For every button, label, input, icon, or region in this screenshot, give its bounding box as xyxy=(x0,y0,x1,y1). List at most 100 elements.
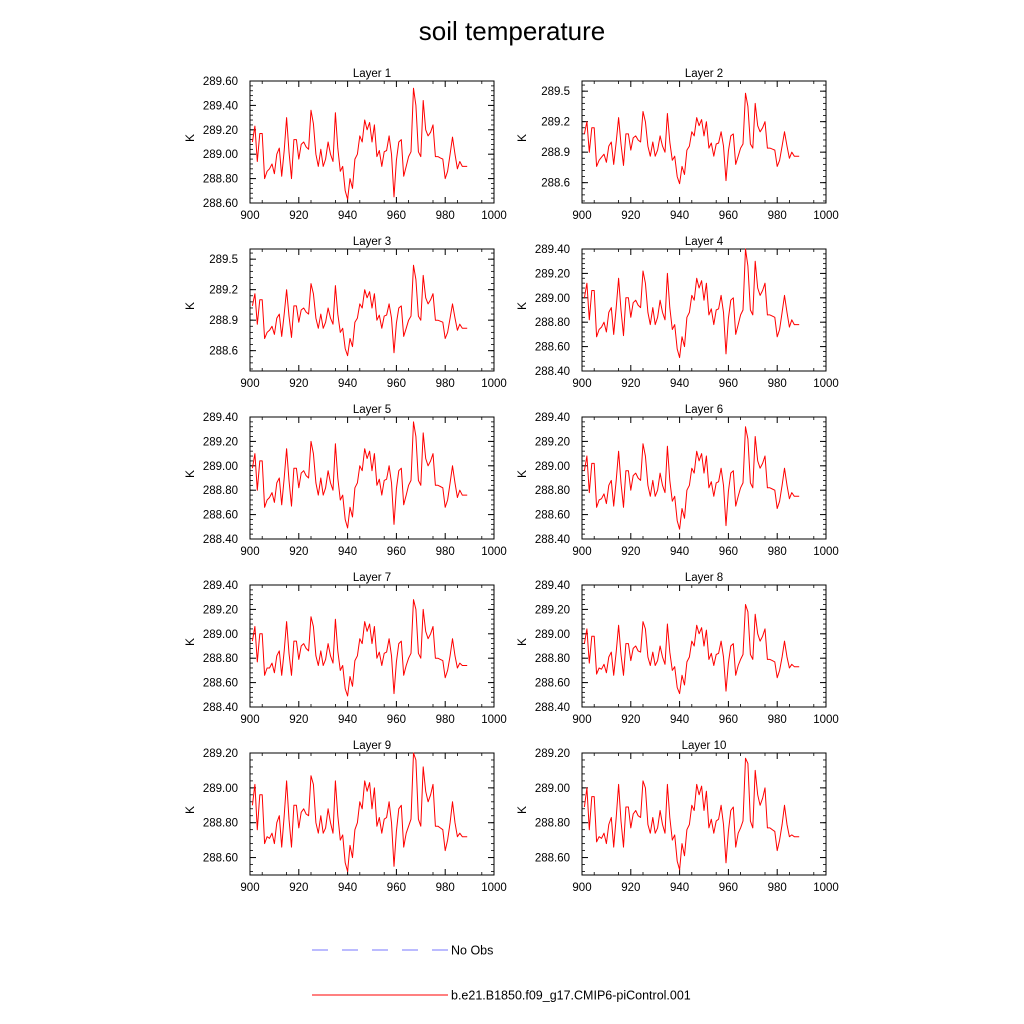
plot-frame xyxy=(581,248,827,372)
plot-frame xyxy=(249,248,495,372)
y-tick-label: 288.80 xyxy=(535,485,570,497)
y-tick-label: 288.80 xyxy=(203,485,238,497)
y-tick-label: 288.40 xyxy=(203,534,238,546)
y-tick-label: 289.40 xyxy=(203,100,238,112)
y-tick-label: 288.80 xyxy=(203,174,238,186)
y-axis-label: K xyxy=(183,302,197,310)
y-axis-label: K xyxy=(183,134,197,142)
x-tick-label: 960 xyxy=(719,378,738,390)
y-tick-label: 288.60 xyxy=(203,510,238,522)
x-tick-label: 920 xyxy=(621,378,640,390)
x-tick-label: 980 xyxy=(436,714,455,726)
panel-title: Layer 3 xyxy=(353,236,391,248)
x-tick-label: 980 xyxy=(436,882,455,894)
y-tick-label: 289.2 xyxy=(541,117,570,129)
x-tick-label: 960 xyxy=(387,714,406,726)
y-tick-label: 289.20 xyxy=(535,268,570,280)
series-line-model xyxy=(583,757,800,871)
x-tick-label: 940 xyxy=(670,714,689,726)
y-tick-label: 289.00 xyxy=(535,629,570,641)
x-tick-label: 920 xyxy=(289,882,308,894)
y-tick-label: 289.5 xyxy=(209,254,238,266)
y-axis-label: K xyxy=(515,134,529,142)
panel-layer-10: Layer 10 K 900 920 940 960 980 1000 288.60 288.80… xyxy=(515,740,839,894)
legend-model-label: b.e21.B1850.f09_g17.CMIP6-piControl.001 xyxy=(451,989,691,1003)
series-line-model xyxy=(251,264,468,357)
panel-layer-8: Layer 8 K 900 920 940 960 980 1000 288.40 288.60 2… xyxy=(515,572,839,726)
x-tick-label: 1000 xyxy=(813,882,839,894)
y-tick-label: 289.20 xyxy=(535,436,570,448)
panel-layer-9: Layer 9 K 900 920 940 960 980 1000 288.60 288.80 2… xyxy=(183,740,507,894)
series-line-model xyxy=(251,599,468,697)
series-line-model xyxy=(583,604,800,695)
y-tick-label: 288.60 xyxy=(203,198,238,210)
x-tick-label: 980 xyxy=(768,546,787,558)
y-tick-label: 288.9 xyxy=(209,315,238,327)
x-tick-label: 1000 xyxy=(481,546,507,558)
y-tick-label: 289.20 xyxy=(203,125,238,137)
panel-layer-7: Layer 7 K 900 920 940 960 980 1000 288.40 288.60 2… xyxy=(183,572,507,726)
panel-layer-6: Layer 6 K 900 920 940 960 980 1000 288.40 288.60 2… xyxy=(515,404,839,558)
panel-title: Layer 4 xyxy=(685,236,724,248)
panel-title: Layer 7 xyxy=(353,572,391,584)
legend-obs-label: No Obs xyxy=(451,944,493,958)
panel-layer-4: Layer 4 K 900 920 940 960 980 1000 288.40 288.60 2… xyxy=(515,236,839,390)
x-tick-label: 940 xyxy=(670,546,689,558)
y-tick-label: 289.20 xyxy=(535,748,570,760)
panel-title: Layer 6 xyxy=(685,404,723,416)
panel-title: Layer 2 xyxy=(685,68,723,80)
y-axis-label: K xyxy=(183,470,197,478)
panels: Layer 1 K 900 920 940 960 980 1000 288.60 288.80 2… xyxy=(183,68,839,894)
x-tick-label: 960 xyxy=(387,882,406,894)
y-axis-label: K xyxy=(515,302,529,310)
panel-title: Layer 5 xyxy=(353,404,391,416)
y-tick-label: 288.40 xyxy=(535,366,570,378)
y-tick-label: 288.6 xyxy=(541,178,570,190)
y-tick-label: 289.00 xyxy=(535,461,570,473)
y-tick-label: 289.20 xyxy=(203,436,238,448)
y-tick-label: 288.60 xyxy=(535,678,570,690)
y-tick-label: 289.20 xyxy=(203,748,238,760)
x-tick-label: 920 xyxy=(289,714,308,726)
x-tick-label: 980 xyxy=(768,714,787,726)
x-tick-label: 940 xyxy=(338,210,357,222)
y-tick-label: 288.40 xyxy=(535,702,570,714)
panel-title: Layer 8 xyxy=(685,572,723,584)
x-tick-label: 940 xyxy=(338,882,357,894)
panel-title: Layer 10 xyxy=(682,740,727,752)
y-tick-label: 289.5 xyxy=(541,86,570,98)
x-tick-label: 1000 xyxy=(813,546,839,558)
x-tick-label: 940 xyxy=(670,882,689,894)
x-tick-label: 960 xyxy=(387,378,406,390)
x-tick-label: 900 xyxy=(572,378,591,390)
panel-layer-3: Layer 3 K 900 920 940 960 980 1000 288.6 288.9 289… xyxy=(183,236,507,390)
x-tick-label: 900 xyxy=(240,210,259,222)
x-tick-label: 1000 xyxy=(813,210,839,222)
y-axis-label: K xyxy=(515,470,529,478)
y-axis-label: K xyxy=(515,806,529,814)
x-tick-label: 980 xyxy=(436,210,455,222)
panel-title: Layer 1 xyxy=(353,68,391,80)
y-tick-label: 289.00 xyxy=(535,783,570,795)
x-tick-label: 960 xyxy=(387,546,406,558)
y-axis-label: K xyxy=(183,638,197,646)
y-tick-label: 289.00 xyxy=(535,293,570,305)
panel-layer-5: Layer 5 K 900 920 940 960 980 1000 288.40 288.60 2… xyxy=(183,404,507,558)
y-tick-label: 288.80 xyxy=(535,317,570,329)
y-tick-label: 289.00 xyxy=(203,629,238,641)
y-tick-label: 288.60 xyxy=(203,678,238,690)
plot-frame xyxy=(581,80,827,204)
series-line-model xyxy=(251,752,468,872)
x-tick-label: 900 xyxy=(240,882,259,894)
y-axis-label: K xyxy=(183,806,197,814)
x-tick-label: 980 xyxy=(436,546,455,558)
x-tick-label: 1000 xyxy=(481,210,507,222)
x-tick-label: 1000 xyxy=(481,378,507,390)
series-line-model xyxy=(583,426,800,530)
series-line-model xyxy=(583,92,800,185)
x-tick-label: 960 xyxy=(719,882,738,894)
x-tick-label: 1000 xyxy=(813,378,839,390)
y-tick-label: 289.20 xyxy=(203,604,238,616)
x-tick-label: 980 xyxy=(436,378,455,390)
panel-title: Layer 9 xyxy=(353,740,391,752)
